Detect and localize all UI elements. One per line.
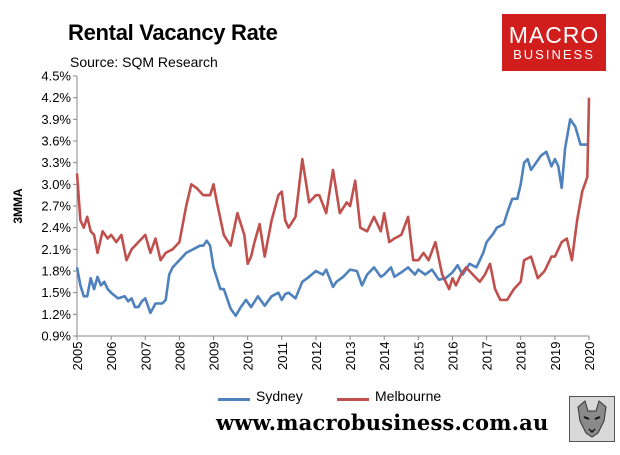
plot-area (77, 76, 589, 336)
logo-line1: MACRO (508, 22, 600, 48)
y-tick-label: 3.6% (41, 134, 71, 149)
x-tick-label: 2015 (411, 342, 426, 371)
series-layer (75, 97, 591, 318)
y-tick-label: 2.1% (41, 242, 71, 257)
y-tick-label: 3.0% (41, 177, 71, 192)
x-tick-label: 2006 (104, 342, 119, 371)
x-tick-label: 2013 (343, 342, 358, 371)
x-tick-label: 2020 (582, 342, 597, 371)
y-tick-label: 1.2% (41, 307, 71, 322)
x-tick-label: 2017 (480, 342, 495, 371)
y-tick-label: 2.7% (41, 199, 71, 214)
series-line-sydney (75, 118, 589, 318)
legend-label-sydney: Sydney (256, 388, 303, 404)
x-tick-label: 2009 (207, 342, 222, 371)
x-tick-label: 2011 (275, 342, 290, 370)
y-axis: 0.9% 1.2% 1.5% 1.8% 2.1% 2.4% 2.7% 3.0% 3.3% 3.6%… (41, 69, 78, 344)
legend-swatch-melbourne (337, 398, 369, 401)
x-axis: 2005 2006 2007 2008 2009 2010 2011 2012 2013 2014… (70, 335, 597, 371)
website-url[interactable]: www.macrobusiness.com.au (216, 410, 549, 435)
x-tick-label: 2018 (514, 342, 529, 371)
chart-title: Rental Vacancy Rate (68, 20, 278, 45)
x-tick-label: 2008 (172, 342, 187, 371)
legend-label-melbourne: Melbourne (375, 388, 442, 404)
chart-subtitle: Source: SQM Research (70, 54, 218, 70)
y-tick-label: 1.8% (41, 264, 71, 279)
series-line-melbourne (75, 97, 591, 302)
y-axis-label: 3MMA (11, 188, 25, 224)
y-tick-label: 0.9% (41, 329, 71, 344)
legend-swatch-sydney (218, 398, 250, 401)
x-tick-label: 2010 (241, 342, 256, 371)
y-tick-label: 2.4% (41, 220, 71, 235)
wolf-mascot-icon (569, 396, 615, 442)
y-tick-label: 4.2% (41, 90, 71, 105)
y-tick-label: 3.9% (41, 112, 71, 127)
x-tick-label: 2012 (309, 342, 324, 371)
macrobusiness-logo[interactable]: MACRO BUSINESS (502, 14, 606, 71)
logo-line2: BUSINESS (513, 47, 595, 62)
y-tick-label: 4.5% (41, 69, 71, 84)
x-tick-label: 2019 (548, 342, 563, 371)
chart-legend: Sydney Melbourne (0, 388, 620, 408)
x-tick-label: 2014 (377, 342, 392, 371)
x-tick-label: 2016 (445, 342, 460, 371)
y-tick-label: 3.3% (41, 155, 71, 170)
y-tick-label: 1.5% (41, 285, 71, 300)
x-tick-label: 2005 (70, 342, 85, 371)
x-tick-label: 2007 (138, 342, 153, 371)
